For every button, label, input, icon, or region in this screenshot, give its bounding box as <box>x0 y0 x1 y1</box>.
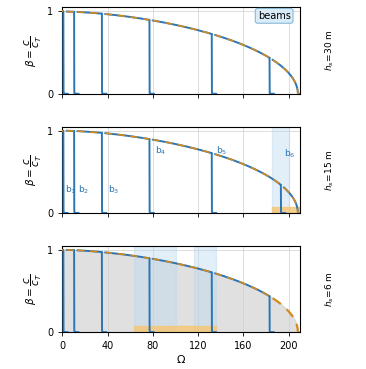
Text: $h_s\!=\!$6 m: $h_s\!=\!$6 m <box>324 271 336 307</box>
Text: beams: beams <box>258 11 291 21</box>
Text: $h_s\!=\!$15 m: $h_s\!=\!$15 m <box>324 149 336 190</box>
Text: b$_{4}$: b$_{4}$ <box>155 145 167 158</box>
Bar <box>272 207 300 213</box>
Text: b$_{3}$: b$_{3}$ <box>108 184 119 196</box>
Text: $h_s\!=\!$30 m: $h_s\!=\!$30 m <box>324 30 336 72</box>
Bar <box>134 327 216 332</box>
Text: b$_{2}$: b$_{2}$ <box>78 184 89 196</box>
Bar <box>272 127 289 213</box>
Text: b$_{5}$: b$_{5}$ <box>216 145 228 158</box>
X-axis label: $\Omega$: $\Omega$ <box>176 352 186 365</box>
Bar <box>194 246 216 332</box>
Bar <box>134 246 176 332</box>
Text: b$_{6}$: b$_{6}$ <box>284 148 296 160</box>
Text: b$_{1}$: b$_{1}$ <box>65 184 76 196</box>
Y-axis label: $\beta = \dfrac{c}{c_T}$: $\beta = \dfrac{c}{c_T}$ <box>23 154 44 186</box>
Y-axis label: $\beta = \dfrac{c}{c_T}$: $\beta = \dfrac{c}{c_T}$ <box>23 273 44 305</box>
Y-axis label: $\beta = \dfrac{c}{c_T}$: $\beta = \dfrac{c}{c_T}$ <box>23 35 44 66</box>
